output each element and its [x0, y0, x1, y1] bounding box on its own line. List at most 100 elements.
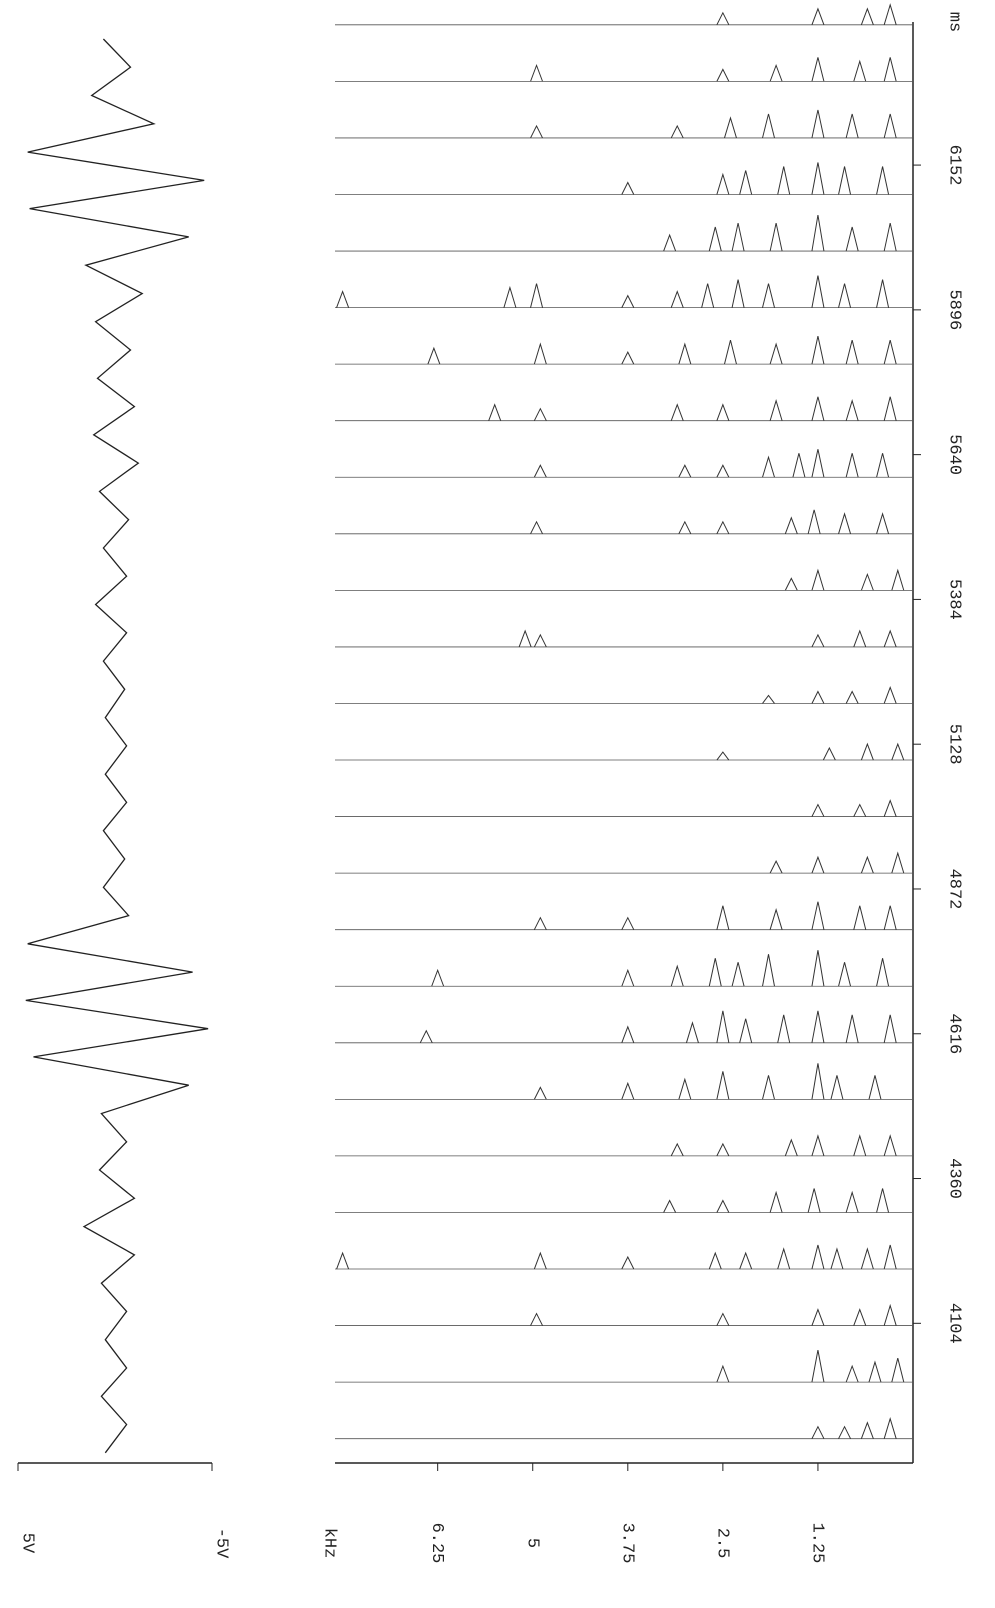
- spectral-peak: [853, 59, 867, 82]
- spectral-peak: [716, 1364, 730, 1383]
- spectral-peak: [807, 1188, 821, 1213]
- spectral-peak: [876, 958, 890, 987]
- spectral-peak: [883, 3, 897, 25]
- y-tick-label: 4872: [945, 869, 964, 910]
- spectral-peak: [883, 113, 897, 139]
- spectral-peak: [678, 342, 692, 365]
- spectral-peak: [860, 1421, 874, 1439]
- spectral-peak: [883, 1303, 897, 1326]
- spectral-peak: [670, 964, 684, 987]
- spectral-peak: [811, 275, 825, 308]
- spectral-peak: [811, 803, 825, 817]
- spectral-peak: [811, 336, 825, 365]
- spectral-peak: [891, 851, 905, 874]
- spectral-peak: [716, 751, 730, 761]
- spectral-peak: [883, 396, 897, 421]
- spectral-peak: [883, 686, 897, 704]
- spectral-peak: [876, 1188, 890, 1213]
- spectral-peak: [784, 516, 798, 534]
- spectral-peak: [621, 916, 635, 930]
- spectral-peak: [708, 226, 722, 252]
- spectral-peak: [488, 403, 502, 421]
- spectral-peak: [503, 285, 517, 308]
- spectral-peak: [769, 342, 783, 365]
- spectral-peak: [678, 1077, 692, 1100]
- spectral-peak: [762, 954, 775, 987]
- spectral-peak: [731, 962, 745, 987]
- spectral-peak: [762, 455, 775, 478]
- spectral-peak: [868, 1360, 882, 1383]
- x-tick-label: 6.25: [427, 1523, 446, 1564]
- spectral-peak: [792, 453, 806, 478]
- spectral-peak: [883, 57, 897, 82]
- spectral-peak: [891, 742, 905, 761]
- spectral-peak: [845, 340, 859, 365]
- x-tick-label: 1.25: [807, 1523, 826, 1564]
- spectral-peak: [883, 799, 897, 817]
- spectral-peak: [762, 694, 775, 704]
- spectral-peak: [838, 283, 852, 308]
- spectral-peak: [716, 464, 730, 478]
- spectral-peak: [621, 351, 635, 365]
- spectral-peak: [419, 1029, 433, 1044]
- spectral-peak: [663, 233, 677, 252]
- spectral-peak: [784, 1138, 798, 1157]
- spectral-peak: [518, 629, 532, 648]
- spectral-peak: [883, 1014, 897, 1043]
- spectral-peak: [811, 1244, 825, 1270]
- spectral-peak: [860, 855, 874, 874]
- spectral-peak: [860, 1247, 874, 1270]
- spectral-peak: [336, 290, 350, 308]
- spectral-peak: [845, 453, 859, 478]
- spectral-peak: [853, 803, 867, 817]
- spectral-peak: [670, 290, 684, 308]
- y-tick-label: 5640: [945, 434, 964, 475]
- spectral-peak: [860, 742, 874, 761]
- spectral-peak: [830, 1075, 844, 1100]
- spectral-peak: [811, 633, 825, 648]
- spectral-peak: [431, 968, 445, 987]
- spectral-peak: [769, 398, 783, 421]
- spectral-peak: [716, 905, 730, 930]
- spectral-peak: [883, 222, 897, 252]
- spectral-peak: [853, 1308, 867, 1326]
- spectral-peak: [716, 1142, 730, 1157]
- spectral-peak: [811, 1010, 825, 1043]
- spectral-peak: [427, 346, 441, 365]
- spectral-peak: [811, 690, 825, 704]
- spectral-peak: [811, 7, 825, 26]
- spectral-peak: [777, 166, 791, 195]
- y-tick-label: 6152: [945, 145, 964, 186]
- spectral-peak: [731, 222, 745, 252]
- spectral-peak: [621, 294, 635, 308]
- spectral-peak: [845, 1364, 859, 1383]
- spectral-peak: [868, 1075, 882, 1100]
- spectral-peak: [845, 690, 859, 704]
- spectral-peak: [530, 283, 544, 308]
- spectral-peak: [769, 860, 783, 874]
- spectral-peak: [621, 181, 635, 195]
- spectral-peak: [533, 1251, 547, 1270]
- y-tick-label: 4616: [945, 1013, 964, 1054]
- x-tick-label: -5V: [212, 1528, 231, 1559]
- spectral-peak: [762, 1075, 775, 1100]
- spectral-peak: [811, 214, 825, 252]
- spectral-peak: [336, 1251, 350, 1270]
- spectral-peak: [670, 403, 684, 421]
- spectral-peak: [853, 1134, 867, 1157]
- spectral-peak: [830, 1247, 844, 1270]
- y-tick-label: 4104: [945, 1303, 964, 1344]
- spectral-peak: [811, 1308, 825, 1326]
- spectral-peak: [716, 172, 730, 195]
- waveform: [25, 38, 209, 1454]
- spectral-peak: [769, 222, 783, 252]
- spectral-peak: [811, 449, 825, 478]
- spectral-peak: [716, 1071, 730, 1100]
- spectral-peak: [777, 1014, 791, 1043]
- spectral-peak: [883, 1244, 897, 1270]
- spectral-peak: [723, 340, 737, 365]
- spectral-peak: [822, 746, 836, 761]
- spectral-peak: [739, 1018, 753, 1043]
- spectral-peak: [853, 905, 867, 930]
- spectral-peak: [530, 520, 543, 535]
